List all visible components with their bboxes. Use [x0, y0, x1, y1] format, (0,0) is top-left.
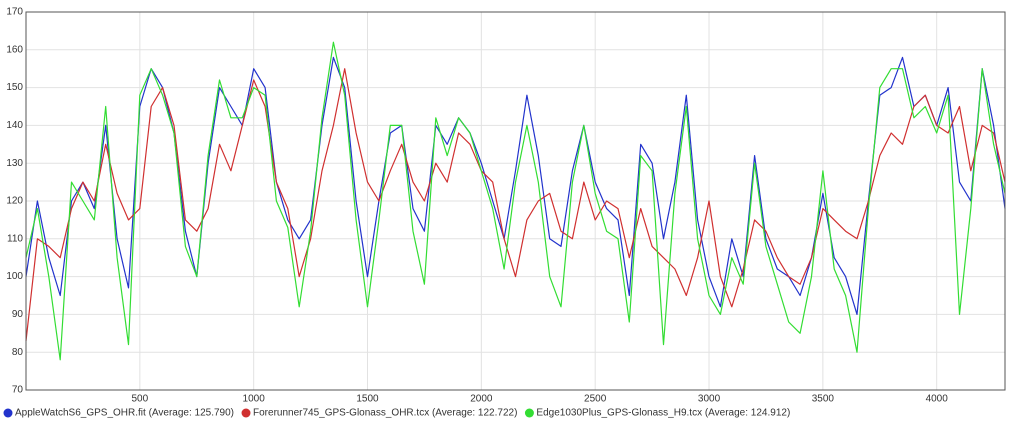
x-tick-label: 2000	[470, 394, 493, 405]
legend-label: AppleWatchS6_GPS_OHR.fit (Average: 125.7…	[15, 408, 234, 419]
x-tick-label: 1500	[356, 394, 379, 405]
legend-marker	[524, 408, 534, 418]
y-tick-label: 160	[6, 44, 23, 55]
series-line	[25, 56, 1006, 315]
x-tick-label: 2500	[584, 394, 607, 405]
y-tick-label: 110	[7, 233, 23, 244]
plot-frame	[25, 11, 1006, 391]
x-tick-label: 1000	[243, 394, 266, 405]
legend-label: Edge1030Plus_GPS-Glonass_H9.tcx (Average…	[536, 408, 790, 419]
x-tick-label: 3000	[698, 394, 721, 405]
y-tick-label: 70	[12, 385, 24, 396]
series-line	[25, 68, 1006, 341]
series-line	[25, 41, 1006, 361]
y-tick-label: 80	[12, 347, 24, 358]
y-tick-label: 120	[6, 196, 23, 207]
legend-marker	[3, 408, 13, 418]
x-tick-label: 4000	[926, 394, 949, 405]
y-tick-label: 140	[6, 120, 23, 131]
y-tick-label: 170	[6, 7, 23, 18]
legend-marker	[241, 408, 251, 418]
x-tick-label: 3500	[812, 394, 835, 405]
x-tick-label: 500	[131, 394, 148, 405]
y-tick-label: 150	[6, 82, 23, 93]
y-tick-label: 90	[12, 309, 24, 320]
legend-label: Forerunner745_GPS-Glonass_OHR.tcx (Avera…	[253, 408, 517, 419]
y-tick-label: 130	[6, 158, 23, 169]
y-tick-label: 100	[6, 271, 23, 282]
